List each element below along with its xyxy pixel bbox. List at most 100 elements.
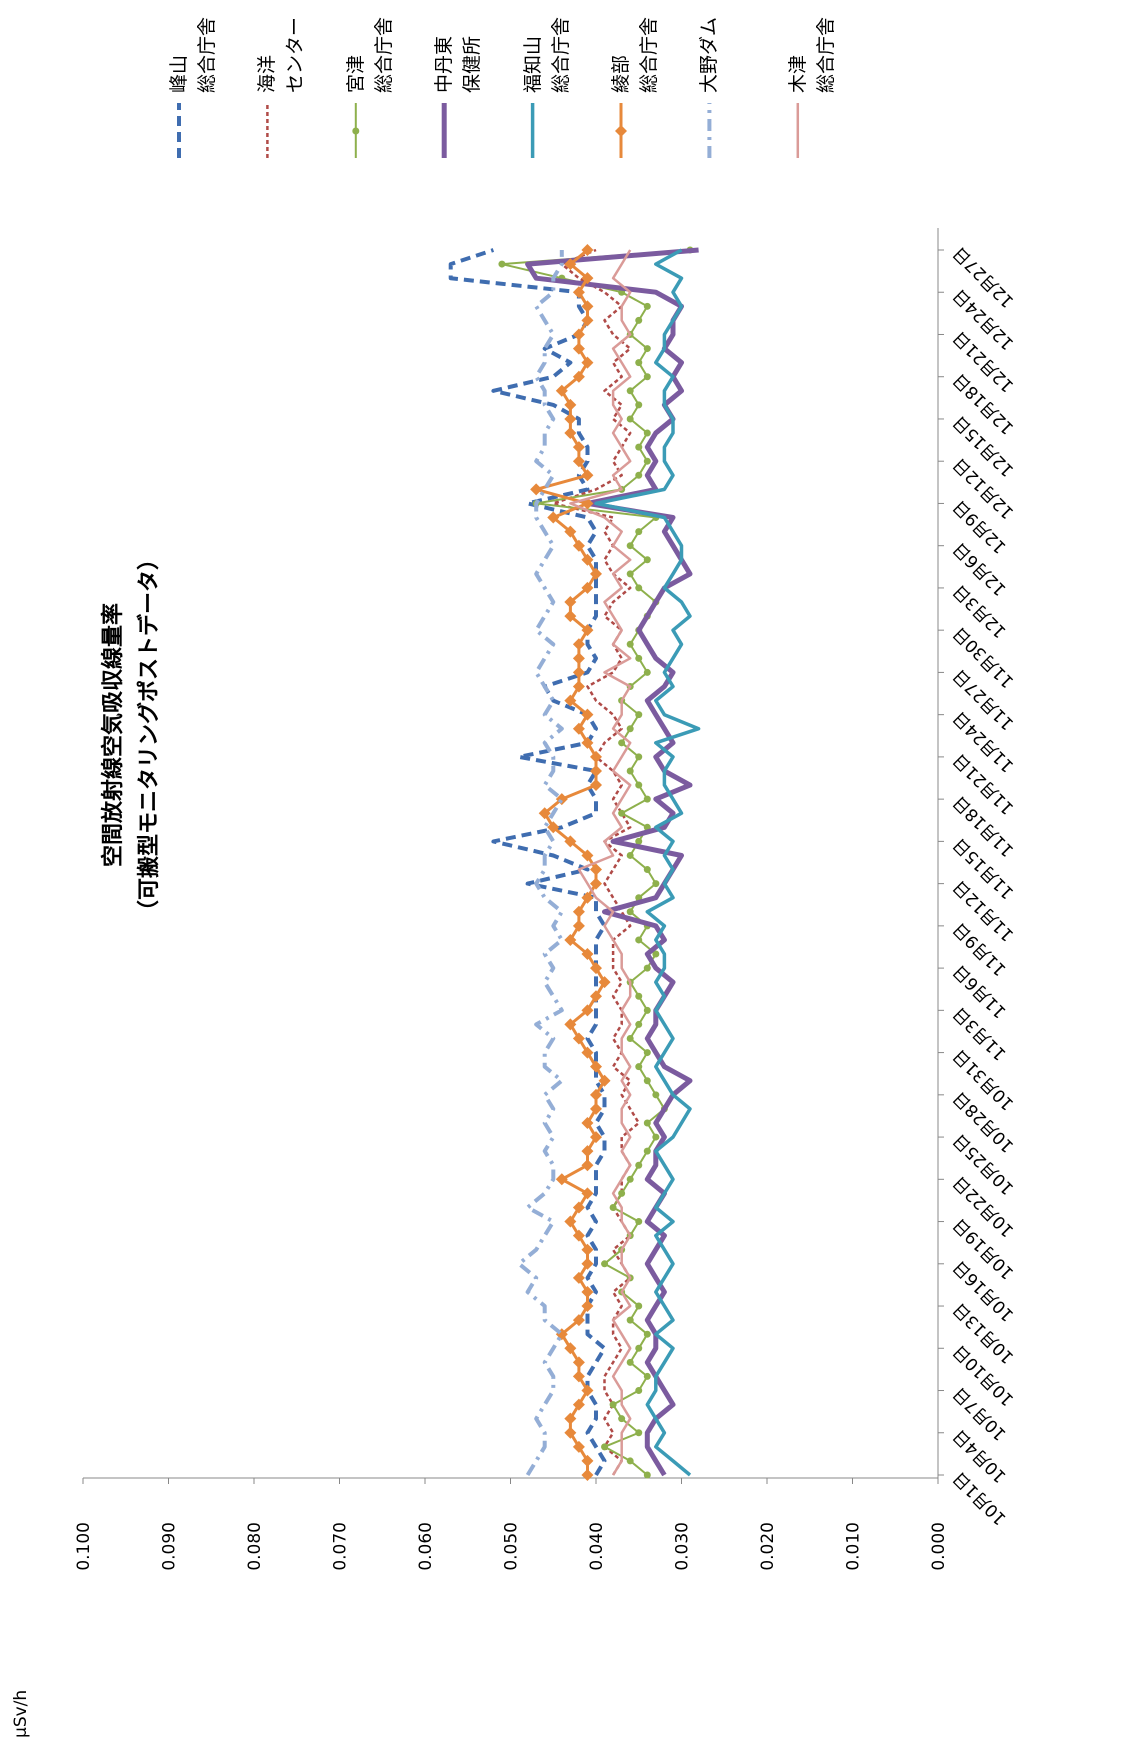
point-marker (626, 767, 634, 775)
point-marker (572, 1314, 585, 1327)
point-marker (581, 314, 594, 327)
point-marker (564, 398, 577, 411)
point-marker (618, 739, 626, 747)
series-line (594, 248, 701, 1477)
point-marker (581, 581, 594, 594)
point-marker (643, 964, 651, 972)
point-marker (572, 539, 585, 552)
y-tick-label: 0.000 (929, 1522, 949, 1571)
point-marker (572, 666, 585, 679)
legend-entry: 福知山 総合庁舎 (522, 17, 572, 93)
point-marker (564, 525, 577, 538)
point-marker (626, 387, 634, 395)
point-marker (572, 652, 585, 665)
point-marker (598, 976, 611, 989)
y-tick-label: 0.090 (160, 1522, 180, 1571)
point-marker (626, 415, 634, 423)
point-marker (572, 722, 585, 735)
point-marker (530, 483, 543, 496)
point-marker (581, 1116, 594, 1129)
series-line (569, 249, 632, 1476)
point-marker (626, 851, 634, 859)
y-tick-label: 0.050 (502, 1522, 522, 1571)
point-marker (555, 384, 568, 397)
point-marker (581, 272, 594, 285)
point-marker (618, 1415, 626, 1423)
point-marker (572, 638, 585, 651)
point-marker (626, 640, 634, 648)
y-tick-label: 0.040 (587, 1522, 607, 1571)
point-marker (564, 835, 577, 848)
point-marker (590, 779, 602, 792)
series-line (448, 248, 607, 1477)
point-marker (643, 1147, 651, 1155)
point-marker (581, 1187, 594, 1200)
point-marker (581, 624, 594, 637)
point-marker (555, 1173, 568, 1186)
point-marker (581, 1469, 594, 1481)
point-marker (626, 1457, 634, 1465)
legend-entry: 綾部 総合庁舎 (610, 16, 660, 93)
point-marker (590, 1088, 602, 1101)
point-marker (581, 736, 594, 749)
point-marker (618, 1189, 626, 1197)
point-marker (609, 1401, 617, 1409)
point-marker (581, 1243, 594, 1256)
point-marker (635, 584, 643, 592)
point-marker (601, 1260, 609, 1268)
point-marker (564, 427, 577, 440)
point-marker (635, 711, 643, 719)
point-marker (547, 821, 560, 834)
point-marker (626, 725, 634, 733)
point-marker (581, 849, 594, 862)
legend-label: 宮津 総合庁舎 (344, 16, 395, 93)
point-marker (590, 750, 602, 763)
point-marker (581, 1454, 594, 1467)
point-marker (652, 1091, 660, 1099)
point-marker (635, 936, 643, 944)
chart-title: 空間放射線空気吸収線量率 (100, 603, 126, 867)
legend-entry: 峰山 総合庁舎 (168, 17, 218, 93)
point-marker (581, 1159, 594, 1172)
point-marker (564, 1342, 577, 1355)
point-marker (581, 469, 594, 482)
point-marker (635, 781, 643, 789)
point-marker (643, 1119, 651, 1127)
point-marker (652, 880, 660, 888)
point-marker (538, 807, 551, 820)
point-marker (564, 694, 577, 707)
legend-entry: 海洋 センター (256, 16, 307, 93)
point-marker (572, 1440, 585, 1453)
legend-label: 海洋 センター (256, 16, 307, 93)
y-tick-label: 0.020 (758, 1522, 778, 1571)
point-marker (498, 260, 506, 268)
point-marker (626, 908, 634, 916)
legend-entry: 中丹東 保健所 (433, 36, 483, 93)
legend-entry: 大野ダム (698, 17, 720, 93)
point-marker (626, 1035, 634, 1043)
series-line (525, 247, 699, 1477)
point-marker (564, 596, 577, 609)
legend-label: 綾部 総合庁舎 (610, 16, 660, 93)
point-marker (635, 1429, 643, 1437)
point-marker (564, 258, 577, 271)
point-marker (572, 370, 585, 383)
point-marker (652, 950, 660, 958)
point-marker (635, 1218, 643, 1226)
point-marker (635, 1344, 643, 1352)
point-marker (635, 528, 643, 536)
point-marker (590, 877, 602, 890)
point-marker (581, 948, 594, 961)
point-marker (635, 753, 643, 761)
point-marker (581, 1300, 594, 1313)
point-marker (572, 1229, 585, 1242)
point-marker (643, 302, 651, 310)
y-tick-label: 0.030 (673, 1522, 693, 1571)
point-marker (572, 1356, 585, 1369)
point-marker (643, 1372, 651, 1380)
point-marker (635, 443, 643, 451)
point-marker (635, 1302, 643, 1310)
point-marker (635, 1161, 643, 1169)
point-marker (555, 793, 568, 806)
